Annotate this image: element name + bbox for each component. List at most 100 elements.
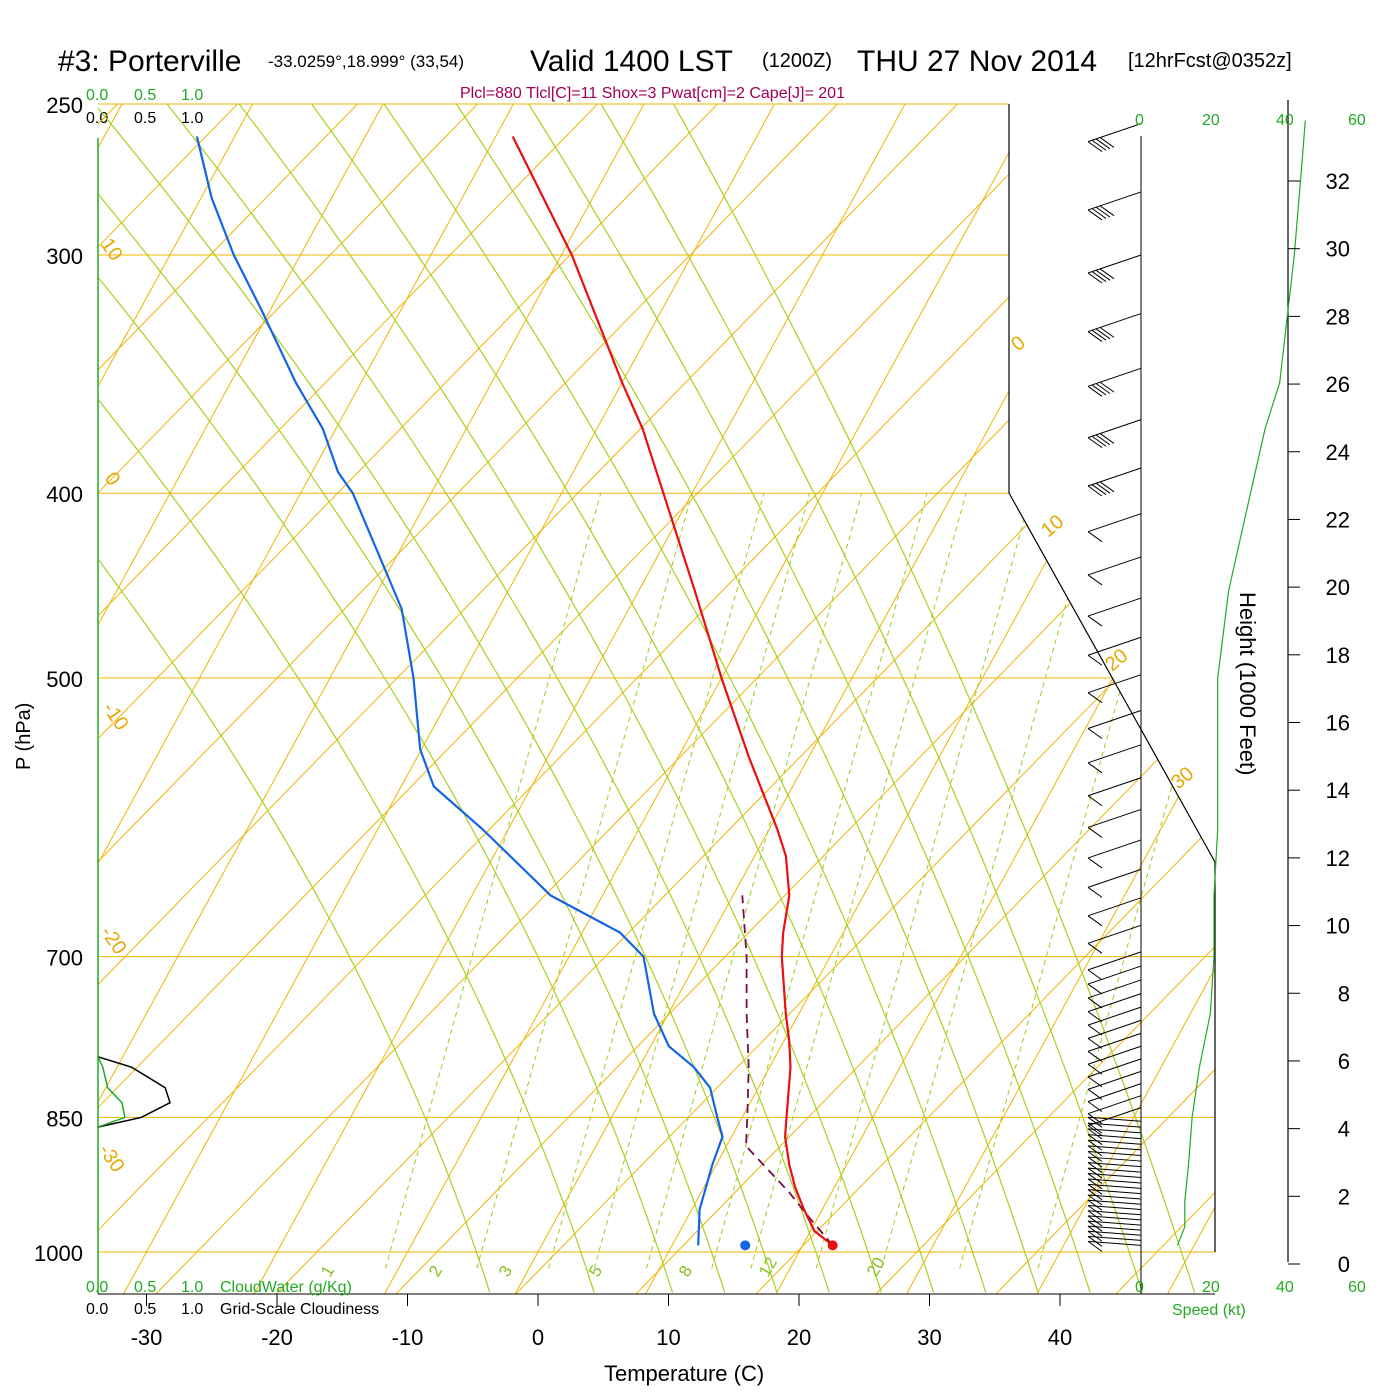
dry-adiabat-line <box>389 104 1215 1294</box>
wind-barb-flag <box>1087 1215 1103 1227</box>
wind-barb-flag <box>1087 1173 1103 1184</box>
cloudiness-label: Grid-Scale Cloudiness <box>220 1301 379 1318</box>
height-tick-label: 8 <box>1338 981 1350 1006</box>
dry-adiabat-line <box>749 104 1215 1294</box>
cloud-profile <box>97 1056 171 1128</box>
station-title: #3: Porterville <box>58 45 241 78</box>
wind-barb-flag <box>1087 141 1103 153</box>
wind-barb-flag <box>1095 138 1111 150</box>
pressure-tick-label: 500 <box>46 667 83 692</box>
wind-barb-flag <box>1087 969 1103 981</box>
moist-adiabat-line <box>98 104 674 1293</box>
isotherm-lines <box>0 35 1400 1331</box>
wind-barb-flag <box>1091 384 1107 396</box>
wind-barb-flag <box>1087 1183 1103 1195</box>
speed-tick-top: 40 <box>1276 112 1294 129</box>
temperature-curve <box>511 136 834 1247</box>
wind-barb <box>1087 1134 1142 1140</box>
height-tick-label: 24 <box>1326 440 1350 465</box>
pressure-tick-label: 700 <box>46 946 83 971</box>
wind-barb-flag <box>1087 795 1103 807</box>
valid-date: THU 27 Nov 2014 <box>857 45 1097 78</box>
wind-barb-flag <box>1087 728 1103 739</box>
cloudwater-tick-bottom: 1.0 <box>181 1279 203 1296</box>
height-tick-label: 28 <box>1326 304 1350 329</box>
mixing-ratio-label: 8 <box>675 1262 696 1280</box>
isotherm-line <box>363 104 1074 1294</box>
pressure-tick-label: 300 <box>46 244 83 269</box>
dry-adiabat-line <box>98 104 1141 1294</box>
mixing-ratio-labels: 1 2 3 5 8 12 20 <box>317 1254 889 1280</box>
wind-barb <box>1087 951 1142 971</box>
temperature-tick-label: -20 <box>261 1325 293 1350</box>
moist-adiabat-line <box>98 104 491 1293</box>
wind-barb-flag <box>1087 209 1103 221</box>
wind-barb <box>1087 1006 1142 1026</box>
wind-barb <box>1087 636 1142 656</box>
parcel-curve <box>741 895 834 1246</box>
wind-barb-flag <box>1087 886 1103 898</box>
height-tick-label: 4 <box>1338 1117 1350 1142</box>
wind-barb-flag <box>1091 271 1107 282</box>
mixing-ratio-line <box>548 493 765 1269</box>
wind-barb <box>1087 1107 1142 1127</box>
wind-barb-flag <box>1087 915 1103 927</box>
wind-barb-flag <box>1087 615 1103 627</box>
wind-barb-flag <box>1095 482 1111 494</box>
dry-adiabat-line <box>1350 40 1400 1300</box>
wind-barb <box>1087 839 1142 859</box>
wind-barb-flag <box>1099 381 1115 393</box>
wind-barb-flag <box>1095 434 1111 446</box>
cloudiness-tick-bottom: 1.0 <box>181 1301 203 1318</box>
wind-barb <box>1087 1122 1142 1128</box>
wind-barb <box>1087 979 1142 999</box>
wind-barb-flag <box>1087 997 1103 1009</box>
isotherm-line <box>885 104 1215 1294</box>
wind-barb-flag <box>1087 1139 1103 1151</box>
mixing-ratio-line <box>880 493 1098 1269</box>
isotherm-label: 10 <box>96 234 127 265</box>
mixing-ratio-line <box>645 493 863 1269</box>
temperature-axis-label: Temperature (C) <box>604 1361 764 1386</box>
cloudwater-label: CloudWater (g/Kg) <box>220 1279 352 1296</box>
wind-barb <box>1087 419 1142 439</box>
wind-barb-flag <box>1087 1088 1103 1100</box>
wind-barb-flag <box>1087 1230 1103 1242</box>
isotherm-line <box>1146 104 1215 1294</box>
cloudwater-tick-bottom: 0.5 <box>134 1279 156 1296</box>
dry-adiabat-line <box>98 104 661 1294</box>
pressure-tick-label: 250 <box>46 93 83 118</box>
dry-adiabat-line <box>98 104 541 1294</box>
height-tick-label: 22 <box>1326 507 1350 532</box>
speed-scale-bottom: 0 20 40 60 Speed (kt) <box>1135 1279 1366 1319</box>
height-tick-label: 32 <box>1326 169 1350 194</box>
isotherm-line <box>0 35 29 1331</box>
isotherm-label: -30 <box>94 1140 129 1176</box>
height-tick-label: 26 <box>1326 372 1350 397</box>
wind-barb <box>1087 744 1142 764</box>
wind-barb <box>1087 313 1142 333</box>
speed-tick-top: 0 <box>1135 112 1144 129</box>
speed-tick-bottom: 0 <box>1135 1279 1144 1296</box>
wind-barb-flag <box>1091 329 1107 341</box>
mixing-ratio-label: 20 <box>863 1254 889 1280</box>
surface-dewpoint-dot <box>740 1240 751 1251</box>
dry-adiabat-line <box>98 104 1215 1294</box>
wind-barb-flag <box>1087 485 1103 497</box>
wind-barb-flag <box>1087 1024 1103 1036</box>
mixing-ratio-line <box>815 493 1032 1269</box>
pressure-axis: 250 300 400 500 700 850 1000 <box>34 93 83 1266</box>
isotherm-line <box>755 104 1215 1294</box>
wind-barb <box>1087 597 1142 617</box>
wind-barb-flag <box>1087 1235 1103 1247</box>
wind-barb-flag <box>1087 1145 1103 1157</box>
isotherm-line <box>624 104 1215 1294</box>
mixing-ratio-label: 1 <box>317 1262 338 1280</box>
dry-adiabat-line <box>98 104 301 1294</box>
isobar-lines <box>98 103 1215 1253</box>
wind-barb-flag <box>1087 1011 1103 1023</box>
speed-tick-top: 20 <box>1202 112 1220 129</box>
wind-barb <box>1087 467 1142 487</box>
temperature-tick-label: -30 <box>131 1325 163 1350</box>
